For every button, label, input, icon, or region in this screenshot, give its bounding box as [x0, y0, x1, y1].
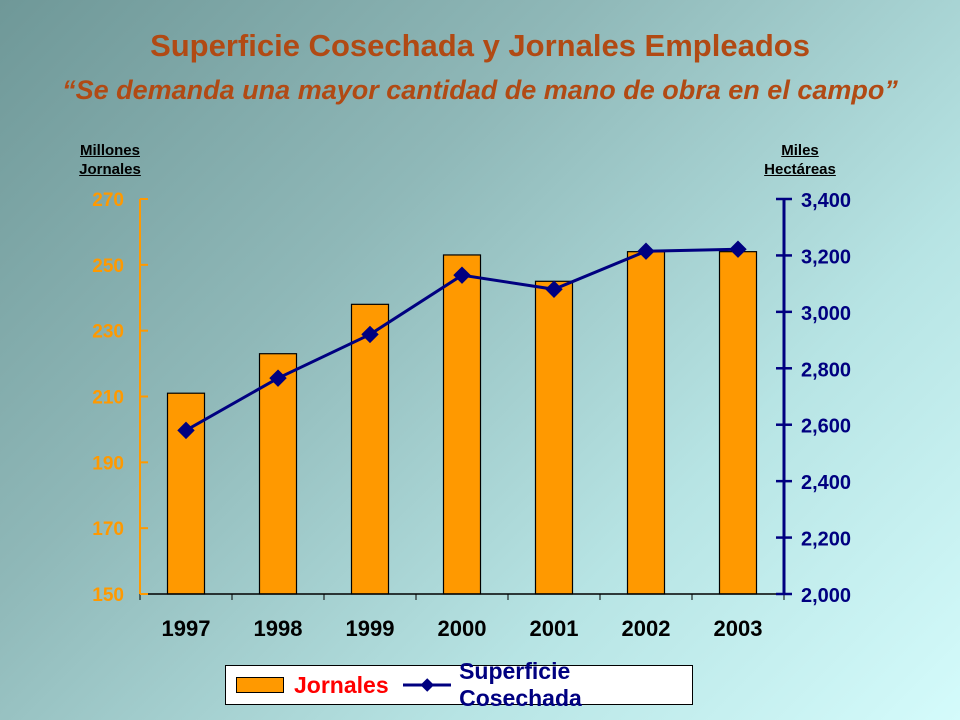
right-tick-label-3,200: 3,200	[801, 246, 851, 268]
x-tick-label-1999: 1999	[346, 616, 395, 641]
chart-subtitle: “Se demanda una mayor cantidad de mano d…	[62, 75, 898, 105]
bar-1999	[350, 303, 390, 595]
right-tick-label-2,200: 2,200	[801, 529, 851, 551]
x-tick-label-2002: 2002	[622, 616, 671, 641]
superficie-marker-2003	[729, 240, 747, 258]
bar-1998	[258, 353, 298, 595]
left-axis-unit-line1: Millones	[79, 142, 140, 159]
bar-2002	[626, 251, 666, 595]
superficie-marker-1997	[177, 421, 195, 440]
left-tick-label-210: 210	[92, 388, 124, 409]
bar-2001	[534, 280, 574, 595]
right-axis-unit-line2: Hectáreas	[764, 161, 836, 178]
superficie-marker-2000	[453, 266, 471, 284]
right-tick-label-2,000: 2,000	[801, 585, 851, 607]
left-tick-label-150: 150	[92, 585, 124, 606]
chart-title: Superficie Cosechada y Jornales Empleado…	[150, 28, 810, 63]
legend-line-swatch	[402, 678, 452, 692]
left-tick-label-250: 250	[92, 256, 124, 277]
left-tick-label-170: 170	[92, 519, 124, 540]
bar-2000	[442, 254, 482, 595]
legend-item-jornales: Jornales	[236, 672, 403, 699]
left-tick-label-270: 270	[92, 190, 124, 211]
x-tick-label-2000: 2000	[438, 616, 487, 641]
superficie-marker-2001	[545, 280, 563, 298]
right-tick-label-2,400: 2,400	[801, 472, 851, 494]
x-tick-label-2001: 2001	[530, 616, 579, 641]
right-tick-label-2,800: 2,800	[801, 359, 851, 381]
x-tick-label-1997: 1997	[162, 616, 211, 641]
legend-bar-swatch	[236, 677, 284, 693]
superficie-marker-1998	[269, 369, 287, 387]
right-axis-unit: Miles Hectáreas	[750, 141, 850, 179]
chart-legend: Jornales Superficie Cosechada	[225, 658, 693, 711]
bar-2003	[718, 251, 758, 595]
right-axis-unit-line1: Miles	[781, 142, 819, 159]
legend-label-jornales: Jornales	[294, 671, 389, 698]
right-tick-label-2,600: 2,600	[801, 416, 851, 438]
superficie-marker-2002	[637, 242, 655, 260]
right-tick-label-3,400: 3,400	[801, 190, 851, 212]
left-tick-label-190: 190	[92, 453, 124, 474]
legend-label-superficie: Superficie Cosechada	[459, 658, 582, 711]
left-axis-unit-line2: Jornales	[79, 161, 141, 178]
left-tick-label-230: 230	[92, 322, 124, 343]
right-tick-label-3,000: 3,000	[801, 303, 851, 325]
x-tick-label-2003: 2003	[714, 616, 763, 641]
legend-item-superficie: Superficie Cosechada	[402, 658, 692, 712]
x-tick-label-1998: 1998	[254, 616, 303, 641]
superficie-marker-1999	[361, 325, 379, 344]
left-axis-unit: Millones Jornales	[60, 141, 160, 179]
